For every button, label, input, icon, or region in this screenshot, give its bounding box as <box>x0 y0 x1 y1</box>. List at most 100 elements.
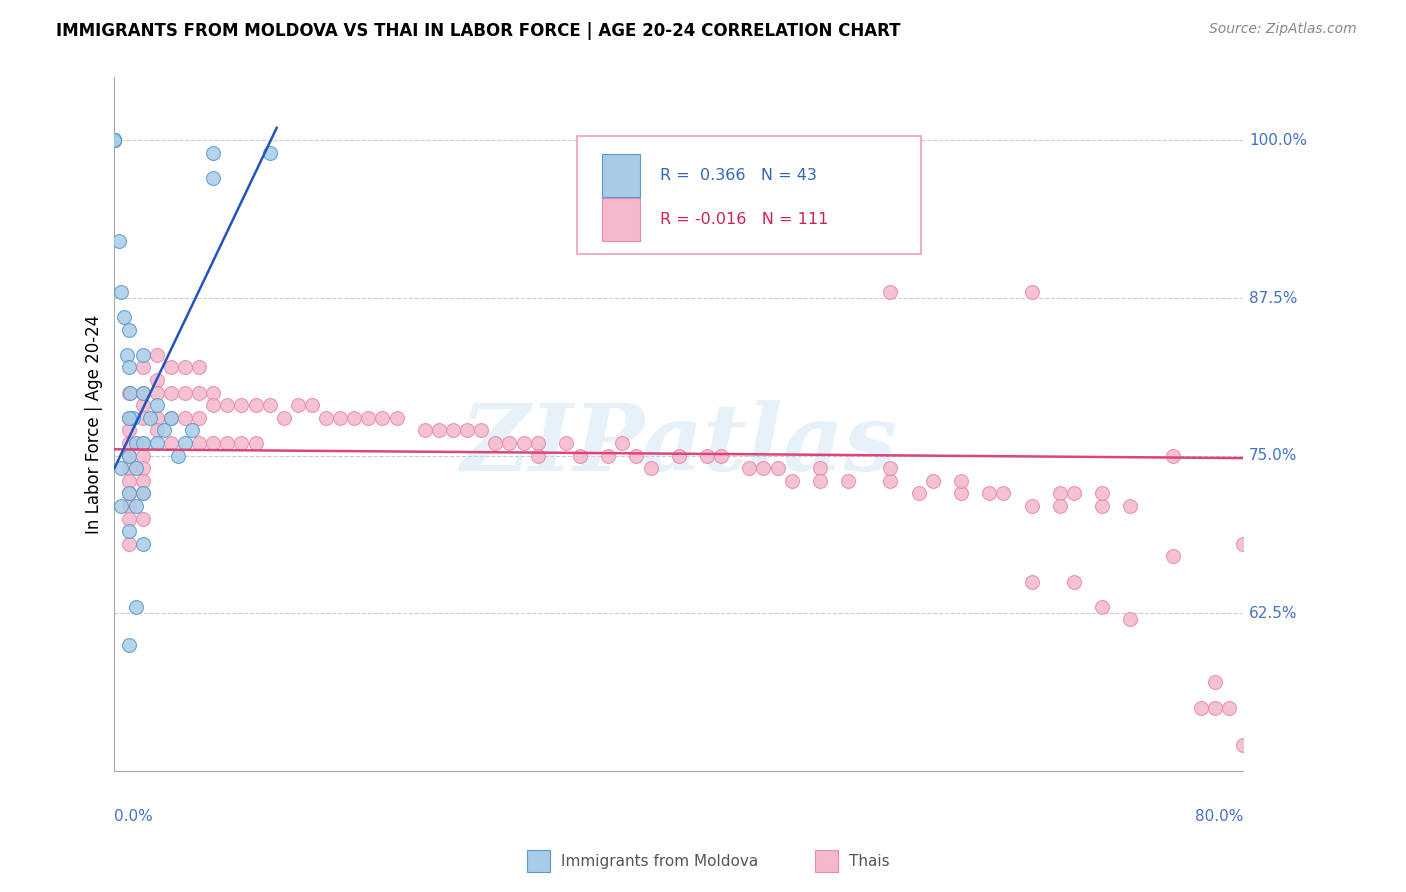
Point <box>371 410 394 425</box>
Point <box>259 146 281 161</box>
Point <box>1161 449 1184 463</box>
Point <box>131 486 153 500</box>
Point <box>124 436 146 450</box>
Point <box>124 599 146 614</box>
Point <box>626 449 648 463</box>
Point <box>1119 612 1142 626</box>
Point <box>103 133 125 147</box>
Point <box>949 486 972 500</box>
Point <box>117 486 139 500</box>
Point <box>118 385 141 400</box>
Point <box>117 511 139 525</box>
Point <box>121 410 143 425</box>
Point <box>1189 700 1212 714</box>
Point <box>174 360 197 375</box>
Point <box>907 486 929 500</box>
Point <box>357 410 380 425</box>
Point <box>103 133 125 147</box>
Point <box>103 133 125 147</box>
Text: Source: ZipAtlas.com: Source: ZipAtlas.com <box>1209 22 1357 37</box>
Point <box>131 474 153 488</box>
Text: 0.0%: 0.0% <box>114 809 153 824</box>
Point <box>174 436 197 450</box>
Text: IMMIGRANTS FROM MOLDOVA VS THAI IN LABOR FORCE | AGE 20-24 CORRELATION CHART: IMMIGRANTS FROM MOLDOVA VS THAI IN LABOR… <box>56 22 901 40</box>
Point <box>107 235 129 249</box>
Point <box>117 524 139 539</box>
Point <box>456 423 478 437</box>
Point <box>287 398 309 412</box>
Point <box>124 499 146 513</box>
Point <box>1119 499 1142 513</box>
Point <box>1021 499 1043 513</box>
Point <box>131 436 153 450</box>
Point <box>117 385 139 400</box>
Point <box>598 449 620 463</box>
Point <box>145 373 167 387</box>
Point <box>949 474 972 488</box>
Point <box>569 449 592 463</box>
Point <box>131 461 153 475</box>
Point <box>979 486 1001 500</box>
Point <box>117 461 139 475</box>
Point <box>245 398 267 412</box>
Point <box>145 410 167 425</box>
Point <box>188 436 211 450</box>
Point <box>343 410 366 425</box>
Point <box>110 499 132 513</box>
Point <box>174 385 197 400</box>
Point <box>131 436 153 450</box>
Point <box>160 410 183 425</box>
Point <box>124 461 146 475</box>
Point <box>167 449 190 463</box>
Point <box>441 423 464 437</box>
Point <box>427 423 450 437</box>
Point <box>145 423 167 437</box>
Point <box>808 461 831 475</box>
Point <box>145 385 167 400</box>
Point <box>145 398 167 412</box>
Point <box>1091 486 1114 500</box>
FancyBboxPatch shape <box>602 153 640 197</box>
FancyBboxPatch shape <box>602 198 640 241</box>
Point <box>117 436 139 450</box>
Point <box>301 398 323 412</box>
Point <box>188 410 211 425</box>
Point <box>668 449 690 463</box>
Point <box>1063 574 1085 589</box>
Point <box>710 449 733 463</box>
Text: Immigrants from Moldova: Immigrants from Moldova <box>561 854 758 869</box>
Point <box>117 423 139 437</box>
Point <box>131 449 153 463</box>
Point <box>117 638 139 652</box>
Point <box>131 385 153 400</box>
Point <box>131 398 153 412</box>
Point <box>231 398 253 412</box>
Point <box>145 348 167 362</box>
Point <box>117 410 139 425</box>
Point <box>202 436 225 450</box>
Point <box>112 310 135 324</box>
Point <box>160 410 183 425</box>
Point <box>117 360 139 375</box>
Point <box>1091 499 1114 513</box>
Bar <box>527 850 550 872</box>
Point <box>131 360 153 375</box>
Point <box>1063 486 1085 500</box>
Point <box>696 449 718 463</box>
Point <box>202 171 225 186</box>
Point <box>1161 549 1184 564</box>
Point <box>138 410 160 425</box>
Point <box>329 410 352 425</box>
Point <box>217 398 239 412</box>
Point <box>103 133 125 147</box>
Point <box>484 436 506 450</box>
Point <box>1049 486 1071 500</box>
Bar <box>815 850 838 872</box>
Point <box>115 348 138 362</box>
Point <box>103 133 125 147</box>
Point <box>555 436 578 450</box>
Point <box>160 360 183 375</box>
Point <box>1049 499 1071 513</box>
Point <box>526 436 548 450</box>
Point <box>202 385 225 400</box>
